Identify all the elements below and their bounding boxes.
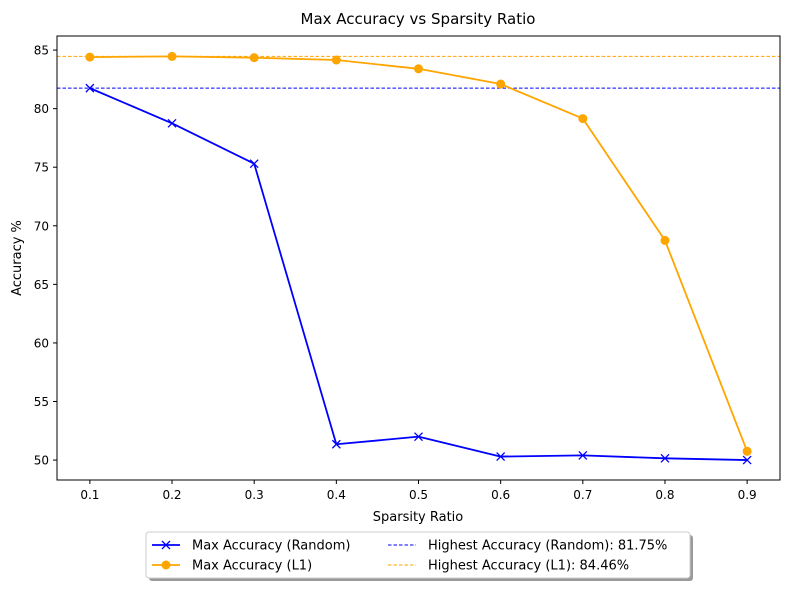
data-point-marker (249, 53, 259, 63)
legend: Max Accuracy (Random) Max Accuracy (L1) Hi… (145, 531, 693, 581)
x-tick-label: 0.1 (80, 488, 99, 502)
data-point-marker (496, 452, 506, 462)
data-point-marker (660, 453, 670, 463)
x-tick-label: 0.5 (409, 488, 428, 502)
data-point-marker (496, 79, 506, 89)
y-tick-label: 85 (34, 44, 49, 58)
y-tick-label: 55 (34, 395, 49, 409)
x-tick-label: 0.9 (738, 488, 757, 502)
data-point-marker (742, 455, 752, 465)
data-point-marker (578, 450, 588, 460)
y-axis-ticks: 50 55 60 65 70 75 80 85 (34, 44, 57, 468)
chart-title: Max Accuracy vs Sparsity Ratio (301, 10, 536, 28)
y-tick-label: 70 (34, 219, 49, 233)
data-point-marker (578, 114, 588, 124)
data-point-marker (161, 540, 171, 550)
x-tick-label: 0.8 (655, 488, 674, 502)
x-tick-label: 0.2 (162, 488, 181, 502)
y-tick-label: 65 (34, 278, 49, 292)
legend-label: Max Accuracy (Random) (192, 539, 350, 554)
data-point-marker (85, 83, 95, 93)
x-tick-label: 0.3 (245, 488, 264, 502)
x-tick-label: 0.6 (491, 488, 510, 502)
data-point-marker (742, 446, 752, 456)
legend-label: Max Accuracy (L1) (192, 559, 312, 574)
y-tick-label: 60 (34, 336, 49, 350)
data-point-marker (167, 51, 177, 61)
plot-area (57, 51, 780, 465)
x-tick-label: 0.7 (573, 488, 592, 502)
x-axis-label: Sparsity Ratio (373, 510, 464, 525)
y-tick-label: 50 (34, 454, 49, 468)
data-point-marker (249, 159, 259, 169)
y-tick-label: 80 (34, 102, 49, 116)
data-point-marker (331, 55, 341, 65)
legend-box (145, 531, 691, 579)
data-point-marker (167, 118, 177, 128)
legend-label: Highest Accuracy (Random): 81.75% (428, 539, 667, 554)
data-point-marker (414, 432, 423, 442)
data-point-marker (331, 439, 341, 449)
x-axis-ticks: 0.1 0.2 0.3 0.4 0.5 0.6 0.7 0.8 0.9 (80, 480, 757, 502)
legend-label: Highest Accuracy (L1): 84.46% (428, 559, 629, 574)
y-axis-label: Accuracy % (10, 220, 25, 296)
x-tick-label: 0.4 (327, 488, 346, 502)
data-point-marker (161, 560, 171, 570)
data-point-marker (414, 64, 423, 74)
y-tick-label: 75 (34, 161, 49, 175)
legend-items: Max Accuracy (Random) Max Accuracy (L1) Hi… (152, 539, 667, 574)
data-point-marker (85, 52, 95, 62)
data-point-marker (660, 235, 670, 245)
